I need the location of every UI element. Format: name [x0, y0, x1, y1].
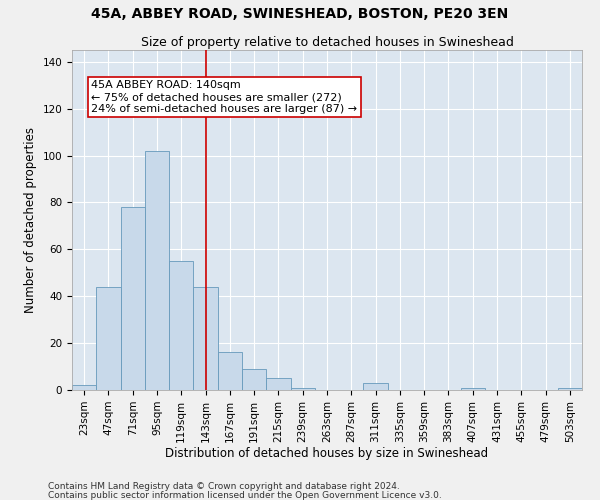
Title: Size of property relative to detached houses in Swineshead: Size of property relative to detached ho…: [140, 36, 514, 49]
Bar: [242, 369, 266, 390]
Bar: [364, 383, 388, 390]
Bar: [461, 388, 485, 390]
Bar: [169, 261, 193, 390]
Text: Contains HM Land Registry data © Crown copyright and database right 2024.: Contains HM Land Registry data © Crown c…: [48, 482, 400, 491]
Bar: [96, 287, 121, 390]
Bar: [193, 287, 218, 390]
Bar: [72, 386, 96, 390]
Bar: [266, 378, 290, 390]
Bar: [145, 151, 169, 390]
Text: 45A ABBEY ROAD: 140sqm
← 75% of detached houses are smaller (272)
24% of semi-de: 45A ABBEY ROAD: 140sqm ← 75% of detached…: [91, 80, 358, 114]
Bar: [290, 388, 315, 390]
Text: Contains public sector information licensed under the Open Government Licence v3: Contains public sector information licen…: [48, 490, 442, 500]
Bar: [218, 352, 242, 390]
Text: 45A, ABBEY ROAD, SWINESHEAD, BOSTON, PE20 3EN: 45A, ABBEY ROAD, SWINESHEAD, BOSTON, PE2…: [91, 8, 509, 22]
Y-axis label: Number of detached properties: Number of detached properties: [24, 127, 37, 313]
X-axis label: Distribution of detached houses by size in Swineshead: Distribution of detached houses by size …: [166, 448, 488, 460]
Bar: [121, 207, 145, 390]
Bar: [558, 388, 582, 390]
